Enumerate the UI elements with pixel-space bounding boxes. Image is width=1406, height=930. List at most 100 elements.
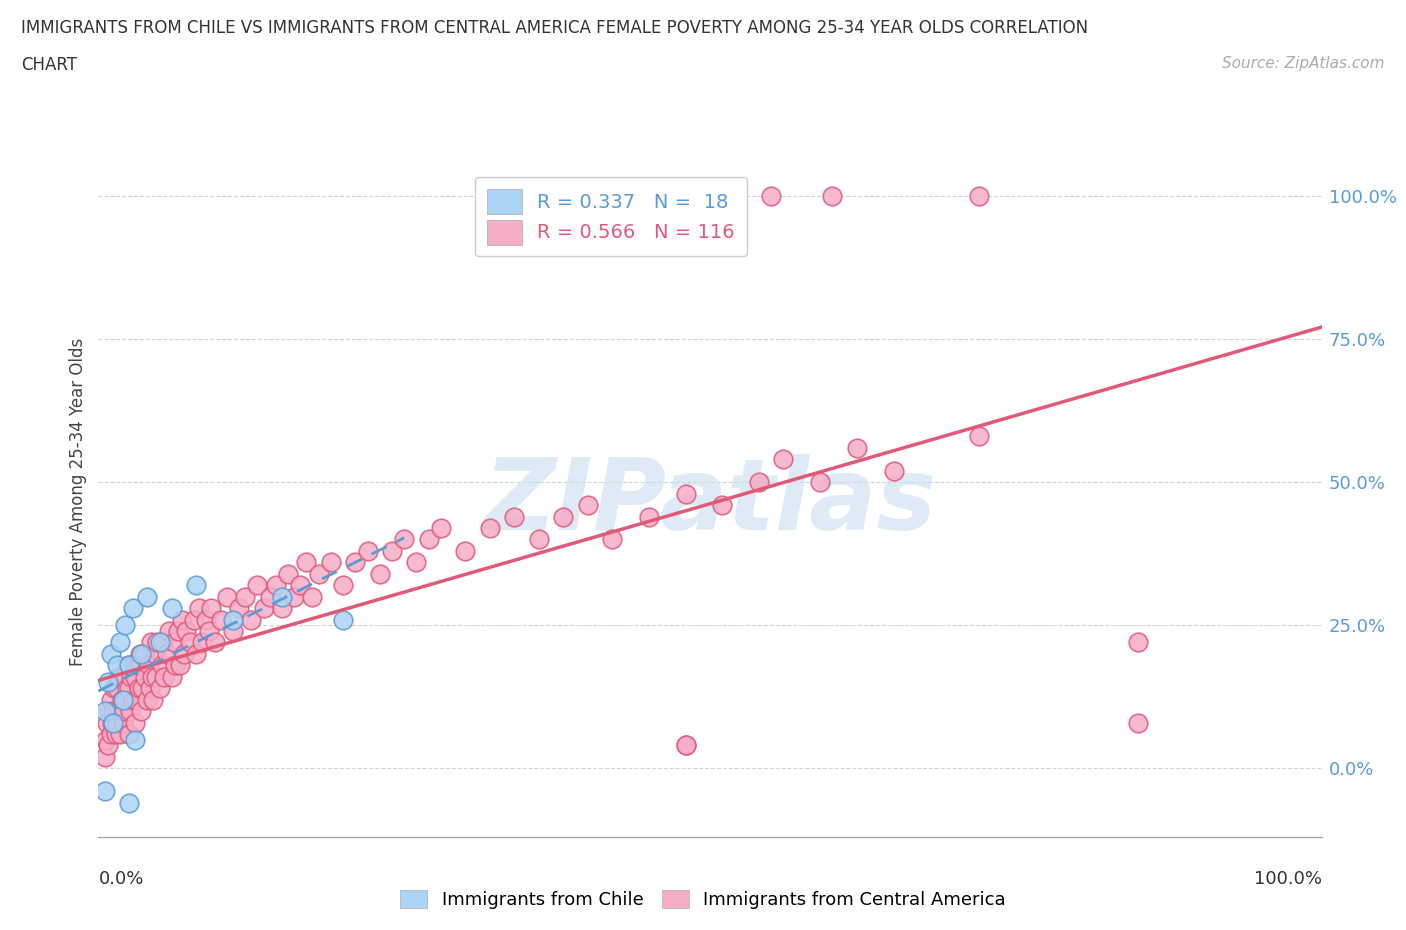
Text: ZIPatlas: ZIPatlas xyxy=(484,454,936,551)
Y-axis label: Female Poverty Among 25-34 Year Olds: Female Poverty Among 25-34 Year Olds xyxy=(69,339,87,666)
Point xyxy=(675,738,697,753)
Point xyxy=(129,704,152,719)
Point xyxy=(167,623,190,638)
Point xyxy=(141,670,163,684)
Point xyxy=(332,578,354,592)
Point xyxy=(344,555,367,570)
Point xyxy=(675,738,697,753)
Text: 0.0%: 0.0% xyxy=(98,870,143,887)
Point xyxy=(187,601,209,616)
Point xyxy=(100,646,122,661)
Point xyxy=(204,635,226,650)
Point xyxy=(430,521,453,536)
Point xyxy=(169,658,191,672)
Point xyxy=(118,795,141,810)
Point xyxy=(139,635,162,650)
Point xyxy=(222,612,245,627)
Point xyxy=(277,566,299,581)
Legend: R = 0.337   N =  18, R = 0.566   N = 116: R = 0.337 N = 18, R = 0.566 N = 116 xyxy=(475,177,747,257)
Point xyxy=(301,590,323,604)
Point xyxy=(356,543,378,558)
Point xyxy=(246,578,269,592)
Point xyxy=(108,670,131,684)
Point xyxy=(152,635,174,650)
Point xyxy=(93,784,115,799)
Point xyxy=(1128,635,1150,650)
Point xyxy=(125,692,148,707)
Text: 100.0%: 100.0% xyxy=(1254,870,1322,887)
Point xyxy=(527,532,550,547)
Point xyxy=(368,566,391,581)
Point xyxy=(136,590,159,604)
Legend: Immigrants from Chile, Immigrants from Central America: Immigrants from Chile, Immigrants from C… xyxy=(394,883,1012,916)
Point xyxy=(107,704,129,719)
Point xyxy=(100,726,122,741)
Point xyxy=(772,452,794,467)
Point xyxy=(142,692,165,707)
Point xyxy=(173,646,195,661)
Point xyxy=(283,590,305,604)
Point xyxy=(264,578,287,592)
Point xyxy=(163,635,186,650)
Point xyxy=(146,635,169,650)
Point xyxy=(883,463,905,478)
Point xyxy=(134,670,156,684)
Point xyxy=(136,692,159,707)
Point xyxy=(103,681,125,696)
Point xyxy=(600,532,623,547)
Point xyxy=(121,601,143,616)
Point xyxy=(553,509,575,524)
Point xyxy=(186,578,208,592)
Point xyxy=(503,509,526,524)
Point xyxy=(638,509,661,524)
Point xyxy=(105,715,128,730)
Point xyxy=(290,578,312,592)
Point xyxy=(145,670,167,684)
Point xyxy=(967,429,990,444)
Point xyxy=(129,646,152,661)
Point xyxy=(122,658,145,672)
Point xyxy=(93,704,115,719)
Point xyxy=(117,658,139,672)
Point xyxy=(110,726,132,741)
Point xyxy=(176,623,198,638)
Point xyxy=(576,498,599,512)
Point xyxy=(183,612,205,627)
Point xyxy=(165,658,187,672)
Point xyxy=(118,681,141,696)
Text: IMMIGRANTS FROM CHILE VS IMMIGRANTS FROM CENTRAL AMERICA FEMALE POVERTY AMONG 25: IMMIGRANTS FROM CHILE VS IMMIGRANTS FROM… xyxy=(21,19,1088,36)
Point xyxy=(259,590,281,604)
Point xyxy=(105,658,128,672)
Point xyxy=(111,670,134,684)
Point xyxy=(454,543,477,558)
Point xyxy=(1128,715,1150,730)
Point xyxy=(131,681,153,696)
Point xyxy=(160,601,183,616)
Point xyxy=(132,646,155,661)
Point xyxy=(675,486,697,501)
Point xyxy=(153,670,176,684)
Point xyxy=(97,738,120,753)
Point xyxy=(295,555,318,570)
Point xyxy=(195,612,218,627)
Point xyxy=(381,543,404,558)
Point xyxy=(110,635,132,650)
Point xyxy=(97,675,120,690)
Point xyxy=(93,750,115,764)
Point xyxy=(170,612,193,627)
Point xyxy=(233,590,256,604)
Point xyxy=(121,692,143,707)
Point xyxy=(252,601,274,616)
Point xyxy=(94,732,117,747)
Point xyxy=(143,646,166,661)
Point xyxy=(127,658,149,672)
Point xyxy=(111,692,134,707)
Point xyxy=(209,612,232,627)
Point xyxy=(105,681,128,696)
Point xyxy=(124,732,146,747)
Point xyxy=(118,658,141,672)
Point xyxy=(191,635,214,650)
Point xyxy=(200,601,222,616)
Point xyxy=(118,726,141,741)
Point xyxy=(111,692,134,707)
